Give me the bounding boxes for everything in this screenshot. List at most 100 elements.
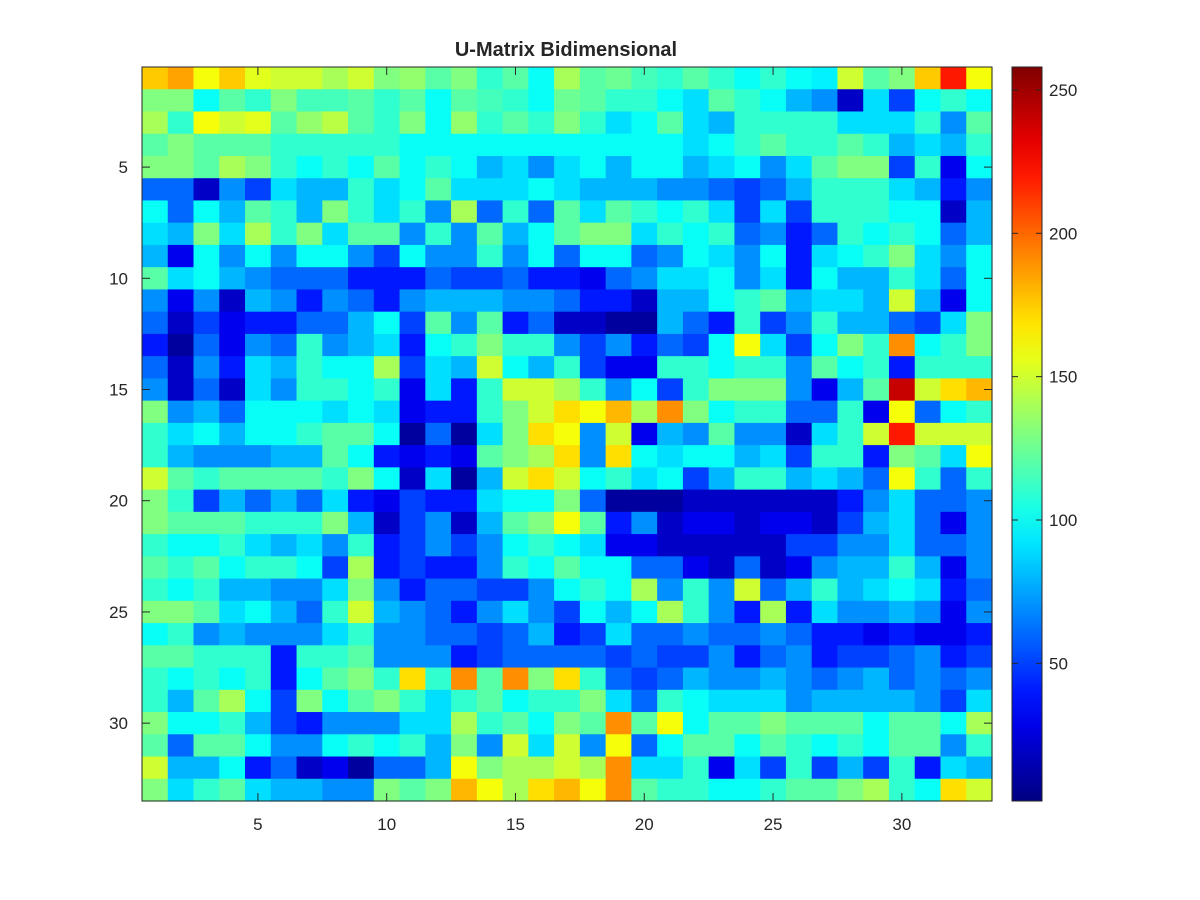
heatmap-cell bbox=[786, 289, 812, 312]
heatmap-cell bbox=[863, 668, 889, 691]
heatmap-cell bbox=[709, 623, 735, 646]
heatmap-cell bbox=[194, 245, 220, 268]
heatmap-cell bbox=[915, 734, 941, 757]
heatmap-cell bbox=[554, 378, 580, 401]
heatmap-cell bbox=[863, 111, 889, 134]
heatmap-cell bbox=[425, 401, 451, 424]
heatmap-cell bbox=[168, 111, 194, 134]
heatmap-cell bbox=[477, 490, 503, 513]
heatmap-cell bbox=[889, 378, 915, 401]
heatmap-cell bbox=[554, 623, 580, 646]
x-tick-label: 20 bbox=[635, 815, 654, 834]
heatmap-cell bbox=[683, 89, 709, 112]
heatmap-cell bbox=[580, 490, 606, 513]
heatmap-cell bbox=[477, 178, 503, 201]
heatmap-cell bbox=[477, 334, 503, 357]
heatmap-cell bbox=[631, 757, 657, 780]
heatmap-cell bbox=[374, 200, 400, 223]
heatmap-cell bbox=[786, 734, 812, 757]
heatmap-cell bbox=[297, 156, 323, 179]
heatmap-cell bbox=[297, 445, 323, 468]
heatmap-cell bbox=[863, 445, 889, 468]
heatmap-cell bbox=[786, 111, 812, 134]
heatmap-cell bbox=[194, 512, 220, 535]
heatmap-cell bbox=[322, 623, 348, 646]
heatmap-cell bbox=[915, 534, 941, 557]
heatmap-cell bbox=[477, 401, 503, 424]
heatmap-cell bbox=[271, 512, 297, 535]
heatmap-cell bbox=[889, 668, 915, 691]
heatmap-cell bbox=[297, 111, 323, 134]
heatmap-cell bbox=[580, 111, 606, 134]
heatmap-cell bbox=[889, 623, 915, 646]
heatmap-cell bbox=[734, 445, 760, 468]
heatmap-cell bbox=[683, 645, 709, 668]
heatmap-cell bbox=[374, 734, 400, 757]
heatmap-cell bbox=[374, 757, 400, 780]
heatmap-cell bbox=[786, 356, 812, 379]
heatmap-cell bbox=[528, 156, 554, 179]
heatmap-cell bbox=[940, 445, 966, 468]
heatmap-cell bbox=[503, 312, 529, 335]
heatmap-cell bbox=[297, 378, 323, 401]
heatmap-cell bbox=[554, 757, 580, 780]
heatmap-cell bbox=[374, 289, 400, 312]
heatmap-cell bbox=[451, 267, 477, 290]
heatmap-cell bbox=[580, 156, 606, 179]
heatmap-cell bbox=[837, 223, 863, 246]
heatmap-cell bbox=[348, 668, 374, 691]
heatmap-cell bbox=[580, 312, 606, 335]
heatmap-cell bbox=[451, 200, 477, 223]
heatmap-cell bbox=[580, 178, 606, 201]
heatmap-cell bbox=[168, 712, 194, 735]
heatmap-cell bbox=[374, 267, 400, 290]
heatmap-cell bbox=[271, 134, 297, 157]
heatmap-cell bbox=[503, 490, 529, 513]
heatmap-cell bbox=[271, 490, 297, 513]
heatmap-cell bbox=[966, 89, 992, 112]
heatmap-cell bbox=[631, 156, 657, 179]
heatmap-cell bbox=[348, 200, 374, 223]
heatmap-cell bbox=[760, 579, 786, 602]
heatmap-cell bbox=[580, 534, 606, 557]
heatmap-cell bbox=[631, 601, 657, 624]
heatmap-cell bbox=[863, 690, 889, 713]
heatmap-cell bbox=[374, 556, 400, 579]
heatmap-cell bbox=[709, 334, 735, 357]
heatmap-cell bbox=[734, 89, 760, 112]
heatmap-cell bbox=[606, 668, 632, 691]
heatmap-cell bbox=[528, 690, 554, 713]
heatmap-cell bbox=[451, 757, 477, 780]
heatmap-cell bbox=[580, 200, 606, 223]
heatmap-cell bbox=[966, 401, 992, 424]
heatmap-cell bbox=[837, 512, 863, 535]
heatmap-cell bbox=[580, 690, 606, 713]
heatmap-cell bbox=[194, 601, 220, 624]
heatmap-cell bbox=[528, 645, 554, 668]
heatmap-cell bbox=[503, 267, 529, 290]
heatmap-cell bbox=[760, 267, 786, 290]
heatmap-cell bbox=[425, 289, 451, 312]
heatmap-cell bbox=[631, 534, 657, 557]
heatmap-cell bbox=[889, 467, 915, 490]
heatmap-cell bbox=[245, 334, 271, 357]
heatmap-cell bbox=[837, 645, 863, 668]
heatmap-cell bbox=[451, 490, 477, 513]
heatmap-cell bbox=[606, 223, 632, 246]
heatmap-cell bbox=[477, 734, 503, 757]
heatmap-cell bbox=[168, 779, 194, 802]
heatmap-cell bbox=[271, 712, 297, 735]
heatmap-cell bbox=[580, 378, 606, 401]
heatmap-cell bbox=[812, 467, 838, 490]
heatmap-cell bbox=[554, 734, 580, 757]
heatmap-cell bbox=[606, 200, 632, 223]
heatmap-cell bbox=[657, 378, 683, 401]
heatmap-cell bbox=[837, 668, 863, 691]
heatmap-cell bbox=[528, 89, 554, 112]
heatmap-cell bbox=[425, 111, 451, 134]
heatmap-cell bbox=[786, 200, 812, 223]
heatmap-cell bbox=[142, 779, 168, 802]
heatmap-cell bbox=[194, 490, 220, 513]
heatmap-cell bbox=[477, 512, 503, 535]
